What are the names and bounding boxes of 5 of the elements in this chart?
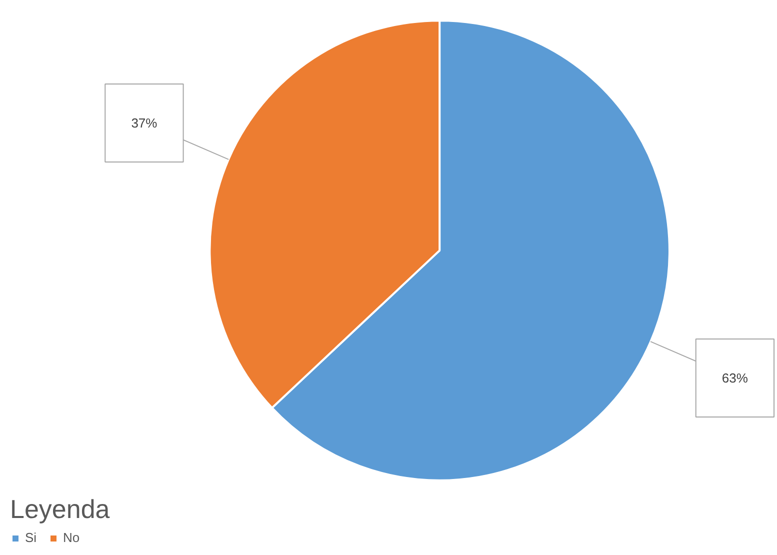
- legend-label: No: [63, 530, 81, 545]
- data-label: 63%: [722, 370, 748, 386]
- legend-title: Leyenda: [10, 494, 110, 525]
- data-label: 37%: [131, 115, 158, 130]
- legend-label: Si: [25, 530, 38, 545]
